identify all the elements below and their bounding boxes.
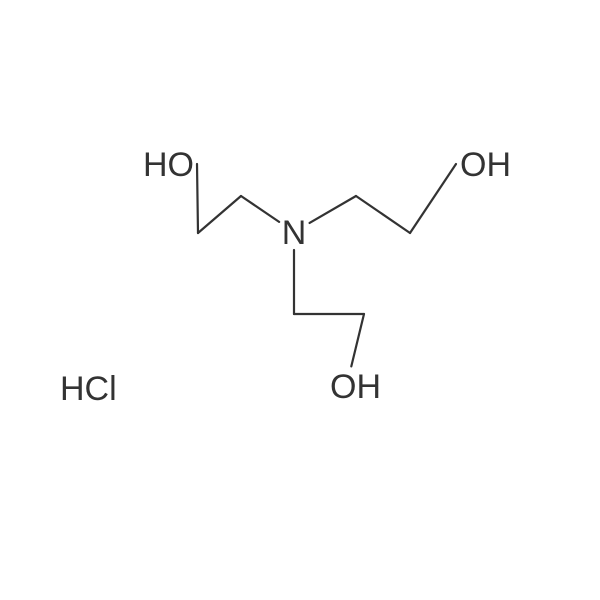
atom-label-hydroxyl-1: HO [143, 146, 194, 184]
background [0, 0, 600, 600]
atom-label-nitrogen: N [282, 214, 307, 252]
atom-label-hydroxyl-2: OH [460, 146, 511, 184]
atom-label-hydroxyl-3: OH [330, 368, 381, 406]
atom-label-hcl: HCl [60, 370, 117, 408]
bond [197, 164, 198, 233]
